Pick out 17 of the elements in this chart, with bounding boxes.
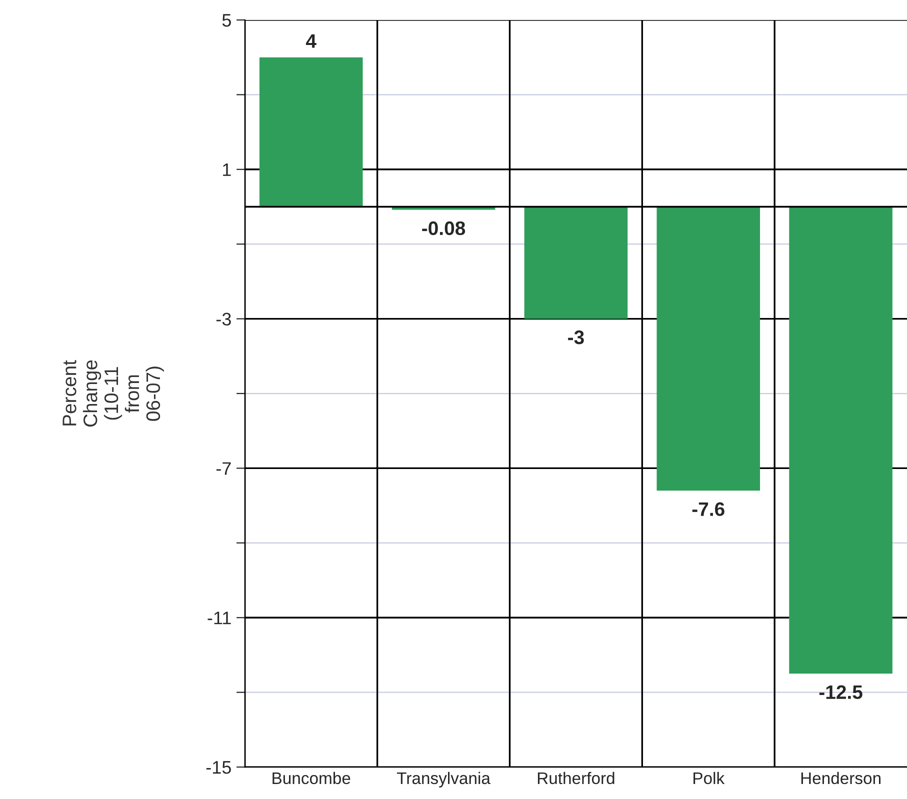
data-label: 4	[306, 34, 316, 48]
data-label: -12.5	[819, 685, 862, 700]
data-label: -0.08	[422, 221, 466, 236]
y-axis-title: Percent Change (10-11 from 06-07)	[62, 360, 164, 427]
x-tick-label: Henderson	[801, 772, 880, 784]
y-tick-label: -11	[208, 612, 231, 624]
data-label: -3	[568, 330, 584, 344]
y-tick-label: 1	[223, 164, 231, 176]
y-tick-label: -7	[216, 462, 231, 475]
y-tick-label: -3	[216, 312, 231, 326]
x-tick-label: Transylvania	[396, 772, 490, 788]
y-tick-label: -15	[206, 761, 231, 774]
x-tick-label: Polk	[694, 772, 725, 784]
x-tick-label: Buncombe	[272, 772, 350, 784]
x-tick-label: Rutherford	[538, 772, 614, 784]
data-label: -7.6	[692, 502, 724, 516]
y-tick-label: 5	[222, 14, 231, 27]
